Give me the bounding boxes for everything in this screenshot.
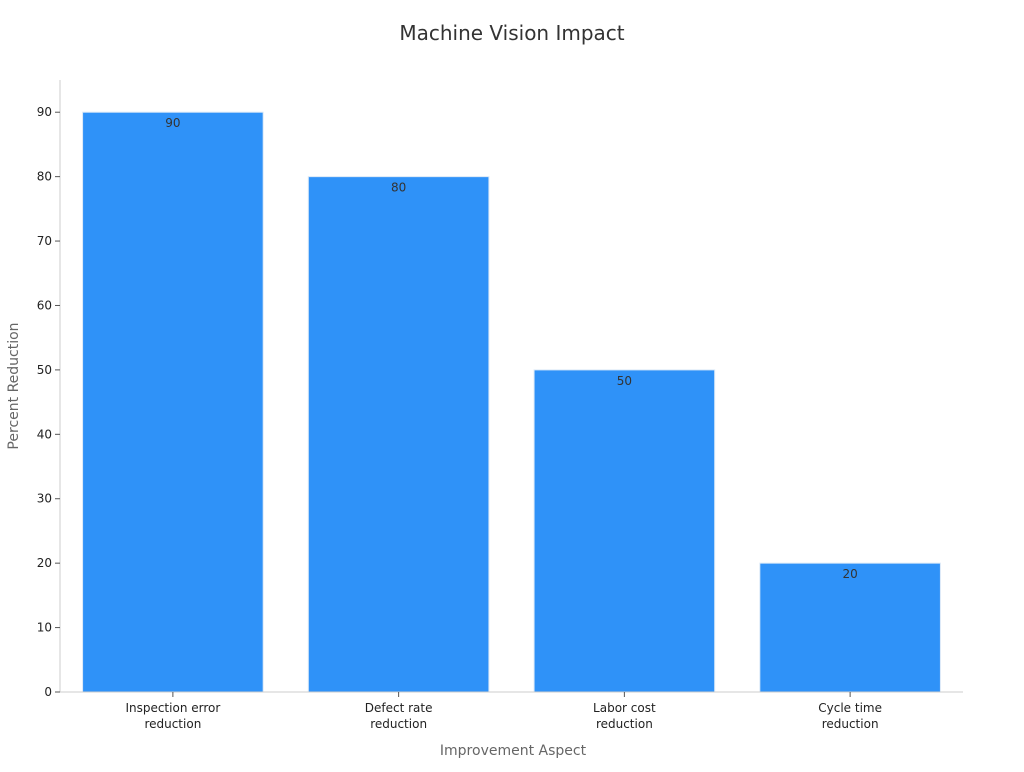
y-tick-label-8: 80 <box>37 170 52 184</box>
x-tick-label-line: reduction <box>370 717 427 731</box>
x-tick-label-2: Labor cost reduction <box>593 701 656 731</box>
labels-layer: 90 80 50 20 <box>165 116 858 581</box>
x-tick-label-line: Cycle time <box>818 701 882 715</box>
x-tick-label-line: reduction <box>596 717 653 731</box>
x-tick-label-1: Defect rate reduction <box>365 701 433 731</box>
y-axis-title: Percent Reduction <box>6 322 22 449</box>
x-tick-label-line: Labor cost <box>593 701 656 715</box>
data-label-0: 90 <box>165 116 180 130</box>
y-tick-label-5: 50 <box>37 363 52 377</box>
bar-2 <box>533 369 716 693</box>
x-tick-label-line: Inspection error <box>125 701 220 715</box>
data-label-1: 80 <box>391 181 406 195</box>
x-tick-label-line: reduction <box>144 717 201 731</box>
y-tick-label-3: 30 <box>37 492 52 506</box>
y-tick-label-1: 10 <box>37 621 52 635</box>
bar-0 <box>82 111 264 693</box>
x-tick-label-0: Inspection error reduction <box>125 701 220 731</box>
x-tick-label-line: Defect rate <box>365 701 433 715</box>
data-label-2: 50 <box>617 374 632 388</box>
y-tick-label-9: 90 <box>37 105 52 119</box>
bar-3 <box>759 562 941 693</box>
bar-1 <box>307 176 490 693</box>
y-tick-label-0: 0 <box>44 685 52 699</box>
y-tick-label-4: 40 <box>37 427 52 441</box>
x-axis-title: Improvement Aspect <box>440 743 587 759</box>
y-tick-label-7: 70 <box>37 234 52 248</box>
data-label-3: 20 <box>842 567 857 581</box>
x-tick-label-3: Cycle time reduction <box>818 701 882 731</box>
y-tick-label-2: 20 <box>37 556 52 570</box>
axes-layer: 0 10 20 30 40 50 60 70 80 90 Inspection error reduc… <box>37 80 963 731</box>
x-tick-label-line: reduction <box>822 717 879 731</box>
y-tick-label-6: 60 <box>37 298 52 312</box>
chart-title: Machine Vision Impact <box>399 21 624 45</box>
bars-layer <box>82 111 941 693</box>
